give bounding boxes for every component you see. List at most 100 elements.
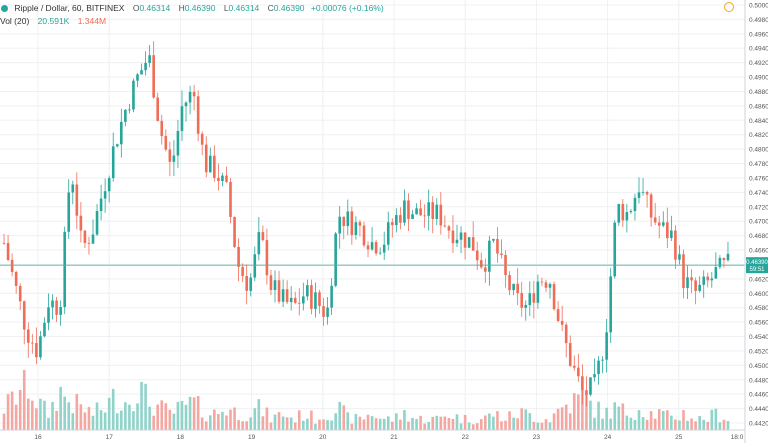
volume-bar <box>172 413 176 430</box>
volume-bar <box>188 396 192 430</box>
volume-bar <box>249 417 253 430</box>
candle-body <box>605 332 608 360</box>
candle-body <box>306 285 309 297</box>
candle-body <box>524 305 528 308</box>
settings-gear-icon[interactable] <box>724 2 734 12</box>
volume-value: 20.591K <box>37 16 70 26</box>
candle-body <box>661 222 665 226</box>
volume-bar <box>148 406 151 430</box>
volume-bar <box>180 400 184 430</box>
candle-body <box>399 215 402 223</box>
volume-bar <box>609 418 612 430</box>
candle-body <box>350 211 354 235</box>
volume-bar <box>120 410 123 430</box>
x-tick-label: 19 <box>248 434 256 441</box>
candle-body <box>140 70 143 75</box>
volume-bar <box>415 419 418 430</box>
volume-bar <box>528 413 532 430</box>
candle-body <box>564 324 568 344</box>
volume-bar <box>564 404 568 430</box>
candle-body <box>463 232 467 248</box>
candle-body <box>512 283 515 291</box>
volume-bar <box>318 419 321 430</box>
time-axis[interactable]: 16 17 18 19 20 21 22 23 24 25 18:0 <box>0 429 745 441</box>
x-tick-label: 18 <box>177 434 185 441</box>
volume-bar <box>362 419 366 430</box>
volume-bar <box>718 422 722 430</box>
candle-body <box>346 211 350 227</box>
candle-body <box>200 133 204 145</box>
candle-body <box>330 285 333 308</box>
candle-body <box>51 300 54 308</box>
volume-bar <box>306 418 309 430</box>
candle-body <box>285 289 289 303</box>
x-tick-label: 18:0 <box>731 434 744 441</box>
volume-bar <box>621 403 625 430</box>
volume-bar <box>633 419 637 430</box>
volume-bar <box>176 401 180 430</box>
volume-bar <box>326 420 329 430</box>
candle-body <box>577 367 580 377</box>
volume-bar <box>107 397 111 430</box>
volume-bar <box>184 404 188 430</box>
volume-bar <box>354 414 358 430</box>
candle-body <box>188 91 192 103</box>
candle-body <box>528 293 532 306</box>
volume-bar <box>395 413 398 430</box>
candle-body <box>520 293 524 308</box>
volume-bar <box>605 407 608 430</box>
candle-body <box>196 96 200 134</box>
volume-bar <box>257 399 261 430</box>
candle-body <box>314 292 317 309</box>
price-tag-value: 0.46390 <box>746 260 768 266</box>
volume-bar <box>556 408 560 430</box>
candle-body <box>43 322 46 337</box>
x-tick-label: 22 <box>462 434 470 441</box>
volume-bar <box>386 416 390 430</box>
volume-bar <box>350 423 354 430</box>
volume-bar <box>435 415 439 430</box>
volume-bar <box>79 404 83 430</box>
volume-bar <box>6 394 10 430</box>
volume-bar <box>411 417 414 430</box>
volume-bar <box>726 421 730 430</box>
volume-bar <box>152 415 155 430</box>
volume-bar <box>722 419 726 430</box>
volume-bar <box>471 424 475 430</box>
volume-bar <box>617 406 621 430</box>
volume-bar <box>128 404 131 430</box>
volume-bar <box>213 409 216 430</box>
candle-body <box>532 293 536 303</box>
volume-bar <box>245 421 248 430</box>
volume-bar <box>196 396 200 430</box>
candle-body <box>217 177 220 181</box>
candle-body <box>55 300 58 315</box>
candle-body <box>682 254 685 289</box>
volume-bar <box>382 418 386 430</box>
candle-body <box>597 360 600 375</box>
volume-bar <box>706 421 710 430</box>
volume-bar <box>140 381 143 430</box>
candle-body <box>722 257 726 261</box>
open-label: O <box>132 3 140 13</box>
candle-body <box>310 285 313 309</box>
candle-body <box>552 284 556 310</box>
candle-body <box>390 222 394 226</box>
volume-bar <box>302 420 305 430</box>
volume-bar <box>419 415 422 430</box>
candles <box>2 41 730 407</box>
candle-body <box>625 212 629 221</box>
volume-bar <box>629 417 633 430</box>
x-tick-label: 25 <box>675 434 683 441</box>
